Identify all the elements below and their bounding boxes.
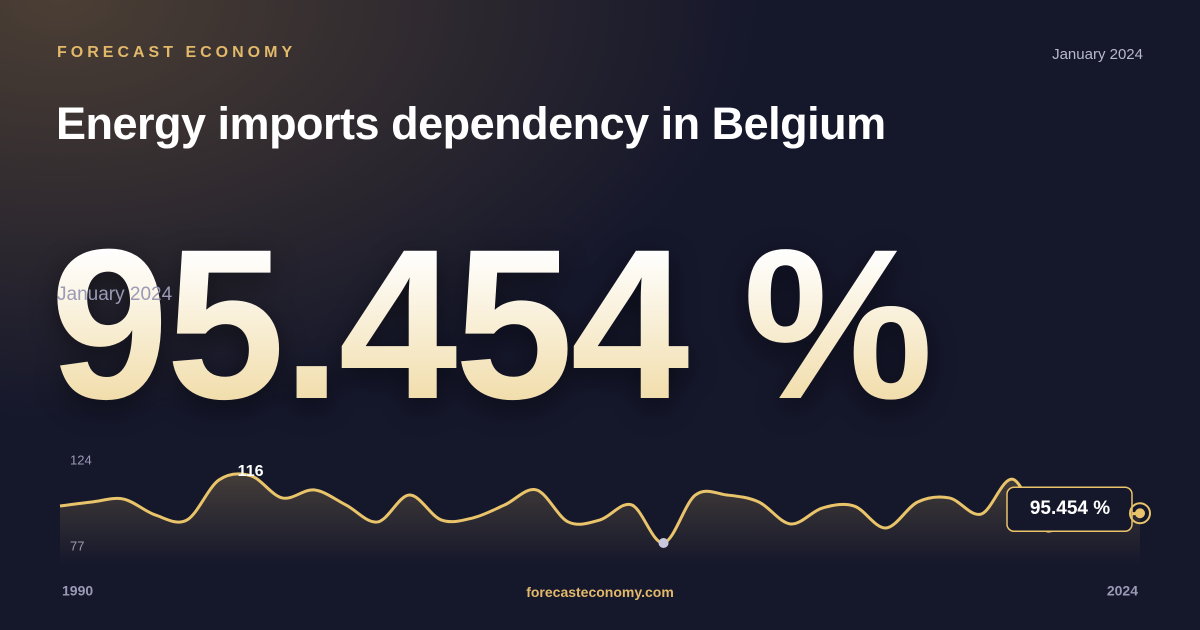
- footer-site: forecasteconomy.com: [526, 584, 674, 600]
- min-point: [658, 537, 669, 548]
- x-tick-label: 2024: [1107, 583, 1138, 599]
- max-label: 116: [238, 463, 264, 480]
- brand: FORECAST ECONOMY: [57, 44, 297, 61]
- last-point: [1135, 508, 1145, 519]
- headline-value: 95.454 %: [50, 205, 933, 444]
- last-value-label: 95.454 %: [1030, 498, 1110, 519]
- last-badge: [1006, 486, 1133, 532]
- last-point-ring: [1129, 502, 1151, 525]
- title: Energy imports dependency in Belgium: [56, 98, 886, 149]
- headline-date: January 2024: [57, 284, 173, 305]
- line: [59, 472, 1141, 545]
- x-tick-label: 1990: [62, 583, 93, 599]
- y-tick-label: 124: [70, 452, 92, 467]
- header-date: January 2024: [1052, 46, 1143, 63]
